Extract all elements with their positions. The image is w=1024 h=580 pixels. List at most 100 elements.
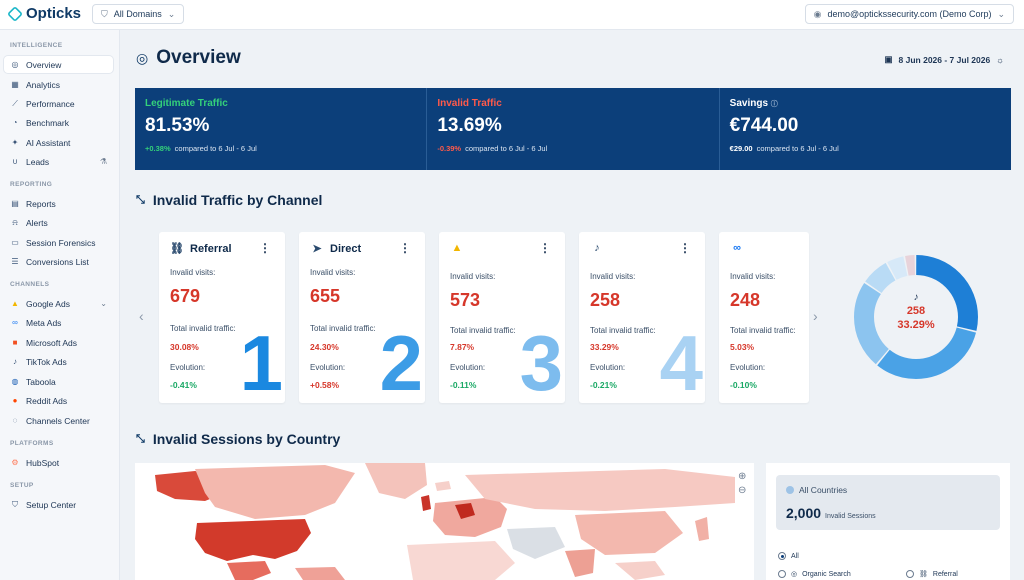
- sidebar-item-ai-assistant[interactable]: ✦ AI Assistant: [4, 134, 113, 151]
- map-region-greenland[interactable]: [365, 463, 427, 499]
- channel-card[interactable]: ▲ ⋮ Invalid visits: 573 Total invalid tr…: [439, 232, 565, 403]
- kpi-delta-row: +0.38% compared to 6 Jul - 6 Jul: [145, 144, 416, 153]
- donut-center-value: 258: [906, 305, 926, 317]
- map-region-japan[interactable]: [695, 517, 709, 541]
- map-region-russia[interactable]: [465, 469, 735, 511]
- kpi-delta: +0.38%: [145, 144, 171, 153]
- sidebar-item-google-ads[interactable]: ▲ Google Ads ⌄: [4, 295, 113, 312]
- donut-segment[interactable]: [854, 255, 978, 379]
- sidebar-item-session-forensics[interactable]: ▭ Session Forensics: [4, 234, 113, 251]
- sidebar-item-meta-ads[interactable]: ∞ Meta Ads: [4, 314, 113, 331]
- radio-button[interactable]: [906, 570, 914, 578]
- channel-card[interactable]: ∞ Invalid visits: 248 Total invalid traf…: [719, 232, 809, 403]
- sidebar-item-label: Conversions List: [26, 256, 89, 267]
- filter-organic-radio[interactable]: ◎ Organic Search: [778, 570, 851, 578]
- report-icon: ▤: [11, 199, 19, 208]
- channels-icon: ◌: [12, 416, 18, 425]
- date-range-picker[interactable]: ▣ 8 Jun 2026 - 7 Jul 2026 ☼: [885, 54, 1005, 65]
- sidebar-item-microsoft-ads[interactable]: ■ Microsoft Ads: [4, 334, 113, 351]
- world-map[interactable]: ⊕ ⊖: [135, 463, 754, 580]
- map-region-india[interactable]: [565, 549, 595, 577]
- sidebar-item-alerts[interactable]: ⍾ Alerts: [4, 214, 113, 231]
- sidebar-section-platforms: PLATFORMS: [10, 440, 54, 447]
- map-region-iceland[interactable]: [435, 481, 451, 491]
- sidebar-item-leads[interactable]: ∪ Leads ⚗: [4, 153, 113, 170]
- sidebar-item-label: Performance: [26, 98, 75, 109]
- sidebar-item-overview[interactable]: ◎ Overview: [4, 56, 113, 73]
- invalid-visits-value: 573: [450, 290, 481, 310]
- sidebar-item-conversions-list[interactable]: ☰ Conversions List: [4, 253, 113, 270]
- sidebar-item-hubspot[interactable]: ⚙ HubSpot: [4, 454, 113, 471]
- map-region-canada[interactable]: [195, 465, 355, 519]
- sun-icon: ☼: [996, 54, 1004, 65]
- donut-segment[interactable]: [854, 255, 978, 379]
- channel-donut-chart[interactable]: ♪ 258 33.29%: [851, 252, 981, 382]
- sidebar-item-reddit-ads[interactable]: ● Reddit Ads: [4, 392, 113, 409]
- benchmark-icon: ◔: [12, 118, 18, 127]
- map-region-latin-america[interactable]: [295, 567, 345, 580]
- filter-label: Referral: [932, 570, 958, 578]
- zoom-out-button[interactable]: ⊖: [738, 485, 747, 496]
- channel-card[interactable]: ➤ Direct ⋮ Invalid visits: 655 Total inva…: [299, 232, 425, 403]
- channel-card[interactable]: ⛓ Referral ⋮ Invalid visits: 679 Total in…: [159, 232, 285, 403]
- user-icon: ◉: [813, 8, 822, 19]
- carousel-next-button[interactable]: ›: [813, 308, 818, 324]
- evolution-label: Evolution:: [310, 363, 346, 372]
- more-vertical-icon[interactable]: ⋮: [399, 241, 411, 255]
- sidebar-item-performance[interactable]: ⟋ Performance: [4, 95, 113, 112]
- sidebar-item-tiktok-ads[interactable]: ♪ TikTok Ads: [4, 353, 113, 370]
- map-region-mexico[interactable]: [227, 561, 271, 580]
- kpi-compare: compared to 6 Jul - 6 Jul: [756, 144, 839, 153]
- radio-button[interactable]: [778, 570, 786, 578]
- more-vertical-icon[interactable]: ⋮: [679, 241, 691, 255]
- cursor-x-icon: ⤡: [136, 432, 145, 445]
- all-countries-summary[interactable]: All Countries 2,000 Invalid Sessions: [776, 475, 1000, 530]
- user-menu[interactable]: ◉ demo@optickssecurity.com (Demo Corp) ⌄: [804, 4, 1014, 24]
- sidebar-item-benchmark[interactable]: ◔ Benchmark: [4, 114, 113, 131]
- domain-select[interactable]: ⛉ All Domains ⌄: [92, 4, 185, 24]
- map-region-china[interactable]: [575, 511, 683, 555]
- calendar-icon: ▣: [884, 54, 893, 64]
- invalid-visits-label: Invalid visits:: [590, 272, 636, 281]
- map-region-usa[interactable]: [195, 519, 311, 561]
- search-icon: ◎: [791, 571, 798, 578]
- map-region-middle-east[interactable]: [507, 527, 565, 559]
- kpi-band: Legitimate Traffic 81.53% +0.38% compared…: [135, 88, 1011, 170]
- performance-icon: ⟋: [12, 98, 18, 108]
- more-vertical-icon[interactable]: ⋮: [259, 241, 271, 255]
- kpi-savings: Savings ⓘ €744.00 €29.00 compared to 6 Ju…: [720, 88, 1011, 170]
- map-region-poland[interactable]: [455, 503, 475, 519]
- sidebar-item-label: Benchmark: [26, 117, 69, 128]
- channel-card[interactable]: ♪ ⋮ Invalid visits: 258 Total invalid tr…: [579, 232, 705, 403]
- magnet-icon: ∪: [12, 157, 18, 166]
- map-region-north-africa[interactable]: [407, 541, 515, 580]
- carousel-prev-button[interactable]: ‹: [139, 308, 144, 324]
- kpi-label: Savings: [729, 98, 769, 109]
- invalid-visits-label: Invalid visits:: [310, 268, 356, 277]
- map-region-europe[interactable]: [433, 497, 507, 537]
- info-icon[interactable]: ⓘ: [770, 101, 778, 108]
- zoom-in-button[interactable]: ⊕: [738, 471, 747, 482]
- sidebar-item-setup-center[interactable]: ⛉ Setup Center: [4, 496, 113, 513]
- sidebar-item-analytics[interactable]: ▦ Analytics: [4, 76, 113, 93]
- filter-all-radio[interactable]: All: [778, 552, 799, 560]
- flask-icon: ⚗: [99, 157, 107, 166]
- donut-segment[interactable]: [854, 255, 978, 379]
- map-region-southeast-asia[interactable]: [615, 561, 665, 580]
- total-invalid-label: Total invalid traffic:: [590, 326, 656, 335]
- sidebar-item-reports[interactable]: ▤ Reports: [4, 195, 113, 212]
- top-bar: Opticks ⛉ All Domains ⌄ ◉ demo@opticksse…: [0, 0, 1024, 30]
- app-logo[interactable]: Opticks: [7, 5, 81, 22]
- map-region-uk[interactable]: [421, 495, 431, 511]
- radio-button[interactable]: [778, 552, 786, 560]
- sidebar-item-taboola[interactable]: ◍ Taboola: [4, 373, 113, 390]
- channel-card-header: ♪: [590, 242, 610, 254]
- sidebar-item-label: Overview: [26, 59, 62, 70]
- filter-referral-radio[interactable]: ⛓ Referral: [906, 570, 958, 578]
- sidebar-item-channels-center[interactable]: ◌ Channels Center: [4, 412, 113, 429]
- cursor-x-icon: ⤡: [136, 193, 145, 206]
- sidebar-section-intelligence: INTELLIGENCE: [10, 42, 63, 49]
- section-title-text: Invalid Sessions by Country: [152, 431, 341, 447]
- more-vertical-icon[interactable]: ⋮: [539, 241, 551, 255]
- section-title-sessions-country: ⤡ Invalid Sessions by Country: [136, 431, 340, 447]
